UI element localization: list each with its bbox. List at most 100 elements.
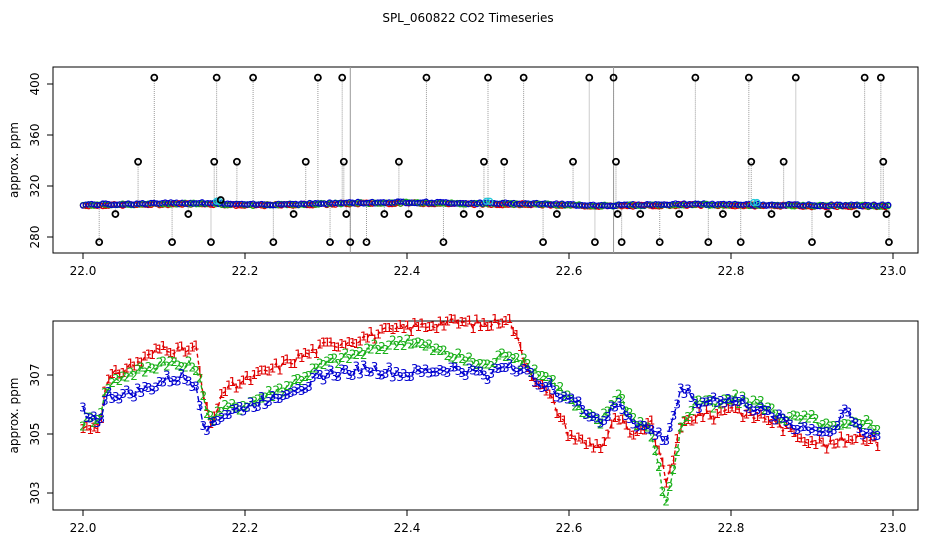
series-marker: 1 — [367, 325, 375, 339]
series-marker: 3 — [425, 366, 433, 380]
spike-point — [747, 157, 756, 166]
series-marker: 2 — [637, 415, 645, 429]
series-marker: 2 — [137, 360, 145, 374]
series-marker: 3 — [127, 387, 135, 401]
plot-frame — [52, 320, 919, 511]
series-marker: 3 — [655, 425, 663, 439]
series-marker: 3 — [812, 424, 820, 438]
series-marker: 3 — [338, 362, 346, 376]
series-marker: 3 — [553, 390, 561, 404]
series-marker: 1 — [491, 312, 499, 326]
series-marker: 2 — [458, 352, 466, 366]
series-marker: 2 — [823, 417, 831, 431]
series-marker: 1 — [750, 412, 758, 426]
x-tick-label: 23.0 — [880, 521, 907, 535]
spike-point — [212, 73, 221, 82]
series-marker: 1 — [757, 408, 765, 422]
series-marker: 1 — [320, 336, 328, 350]
series-marker: 1 — [498, 317, 506, 331]
series-marker: 1 — [374, 327, 382, 341]
x-tick-label: 22.4 — [394, 521, 421, 535]
series-marker: 3 — [298, 384, 306, 398]
series-marker: 2 — [586, 407, 594, 421]
series-line — [82, 317, 879, 484]
series-marker: 2 — [713, 396, 721, 410]
spike-point — [404, 210, 413, 218]
spike-point — [439, 238, 448, 247]
series-marker: 1 — [86, 423, 94, 437]
series-marker: 3 — [775, 407, 783, 421]
series-marker: 1 — [101, 385, 109, 399]
series-marker: 2 — [808, 408, 816, 422]
series-marker: 1 — [79, 422, 87, 436]
series-marker: 1 — [371, 333, 379, 347]
series-marker: 2 — [462, 355, 470, 369]
series-marker: 1 — [630, 429, 638, 443]
series-marker: 2 — [338, 351, 346, 365]
series-marker: 3 — [232, 402, 240, 416]
series-marker: 1 — [466, 314, 474, 328]
spike-point — [207, 238, 215, 247]
series-marker: 2 — [360, 348, 368, 362]
y-axis-label: approx. ppm — [7, 122, 21, 198]
series-marker: 3 — [312, 367, 320, 381]
series-marker: 2 — [546, 373, 554, 387]
series-marker: 1 — [852, 432, 860, 446]
series-marker: 2 — [294, 372, 302, 386]
series-marker: 2 — [283, 379, 291, 393]
series-marker: 2 — [575, 399, 583, 413]
series-marker: 1 — [356, 334, 364, 348]
series-marker: 2 — [659, 485, 667, 499]
series-marker: 3 — [137, 386, 145, 400]
series-marker: 2 — [181, 360, 189, 374]
series-marker: 1 — [130, 359, 138, 373]
series-marker: 2 — [396, 334, 404, 348]
series-marker: 1 — [560, 414, 568, 428]
series-marker: 1 — [210, 410, 218, 424]
series-marker: 2 — [608, 398, 616, 412]
spike-point — [500, 157, 509, 166]
series-marker: 2 — [699, 395, 707, 409]
series-marker: 3 — [783, 415, 791, 429]
spike-point — [232, 157, 241, 166]
spike-point — [394, 157, 403, 166]
series-marker: 2 — [302, 370, 310, 384]
series-marker: 1 — [764, 414, 772, 428]
series-marker: 2 — [626, 406, 634, 420]
series-marker: 2 — [407, 338, 415, 352]
series-marker: 1 — [378, 323, 386, 337]
series-line — [82, 338, 878, 504]
series-marker: 1 — [189, 341, 197, 355]
series-marker: 1 — [706, 409, 714, 423]
series-marker: 3 — [546, 376, 554, 390]
series-marker: 3 — [203, 424, 211, 438]
series-marker: 3 — [473, 365, 481, 379]
series-marker: 2 — [327, 352, 335, 366]
x-tick-label: 22.2 — [232, 264, 259, 278]
series-marker: 2 — [130, 369, 138, 383]
series-marker: 2 — [484, 357, 492, 371]
series-marker: 3 — [349, 369, 357, 383]
series-marker: 2 — [353, 348, 361, 362]
series-marker: 2 — [382, 343, 390, 357]
series-marker: 2 — [830, 419, 838, 433]
series-marker: 3 — [509, 364, 517, 378]
series-marker: 2 — [232, 400, 240, 414]
series-marker: 1 — [123, 361, 131, 375]
series-marker: 1 — [134, 355, 142, 369]
series-marker: 2 — [859, 418, 867, 432]
series-marker: 2 — [684, 410, 692, 424]
series-marker: 1 — [225, 378, 233, 392]
series-marker: 3 — [287, 386, 295, 400]
series-marker: 3 — [579, 403, 587, 417]
series-marker: 1 — [349, 336, 357, 350]
series-marker: 1 — [291, 357, 299, 371]
series-marker: 3 — [411, 362, 419, 376]
series-marker: 1 — [710, 414, 718, 428]
series-marker: 1 — [808, 434, 816, 448]
series-marker: 1 — [819, 436, 827, 450]
series-marker: 2 — [644, 420, 652, 434]
series-marker: 2 — [250, 394, 258, 408]
series-marker: 1 — [480, 316, 488, 330]
